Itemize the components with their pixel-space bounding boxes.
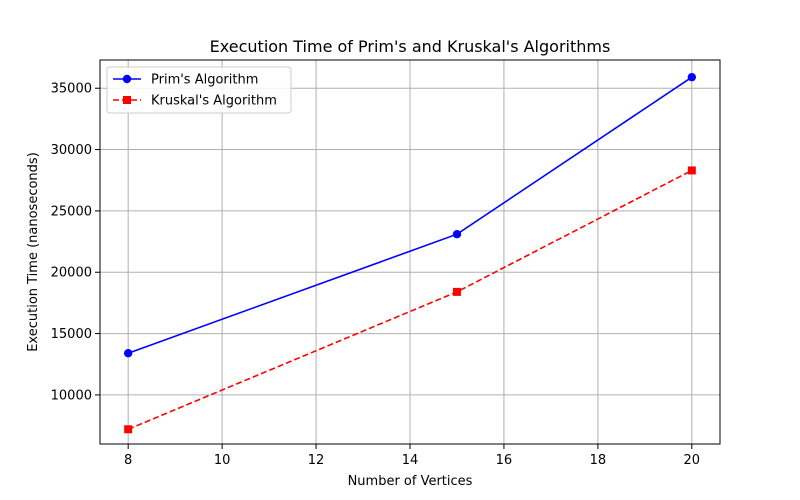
x-tick-label: 12 — [308, 453, 325, 468]
x-tick-label: 10 — [214, 453, 231, 468]
x-tick-label: 8 — [124, 453, 132, 468]
data-point — [687, 72, 697, 82]
series-layer — [123, 72, 697, 434]
data-point — [124, 425, 133, 434]
legend-label-2: Kruskal's Algorithm — [151, 94, 277, 109]
legend-box — [106, 66, 292, 114]
data-point — [452, 230, 462, 239]
x-tick-label: 18 — [590, 453, 607, 468]
y-axis-label: Execution Time (nanoseconds) — [26, 152, 41, 352]
data-point — [687, 166, 696, 175]
y-tick-label: 30000 — [51, 143, 92, 158]
legend-marker-2 — [123, 96, 131, 104]
x-axis-label: Number of Vertices — [348, 474, 473, 489]
x-tick-label: 20 — [684, 453, 701, 468]
chart-title: Execution Time of Prim's and Kruskal's A… — [210, 37, 611, 56]
x-tick-label: 14 — [402, 453, 419, 468]
y-tick-label: 10000 — [51, 388, 92, 403]
y-tick-label: 15000 — [51, 327, 92, 342]
x-tick-label: 16 — [496, 453, 513, 468]
y-tick-label: 25000 — [51, 204, 92, 219]
y-tick-label: 20000 — [51, 266, 92, 281]
legend-label-1: Prim's Algorithm — [151, 73, 258, 88]
data-point — [123, 349, 133, 358]
legend: Prim's Algorithm Kruskal's Algorithm — [106, 66, 292, 114]
data-point — [452, 287, 461, 296]
axis-ticks: 8 10 12 14 16 18 20 10000 15000 20000 25000 30000 35… — [51, 82, 700, 468]
legend-marker-1 — [122, 74, 132, 84]
y-tick-label: 35000 — [51, 82, 92, 97]
